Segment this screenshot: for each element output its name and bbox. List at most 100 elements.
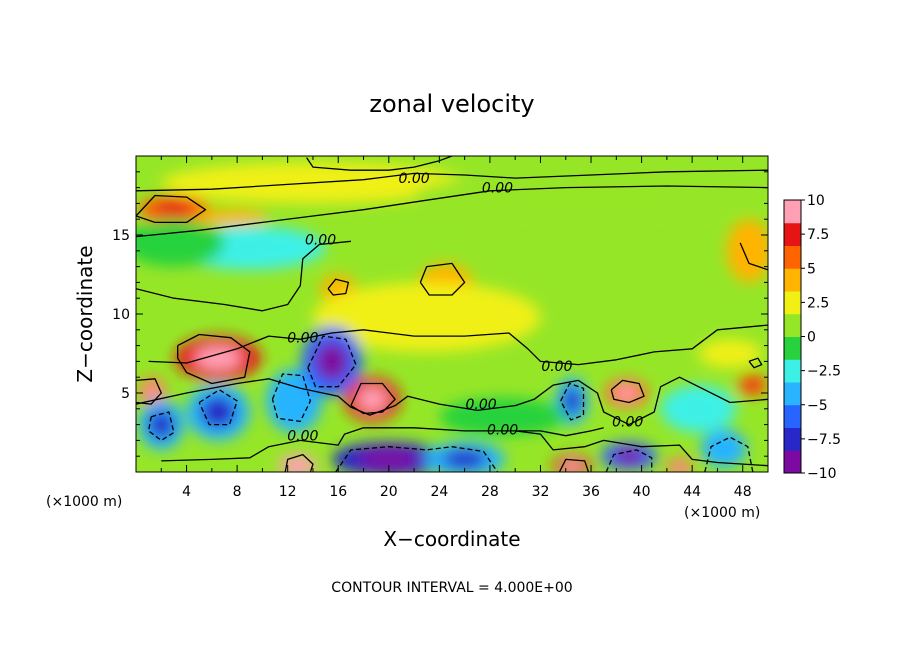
contour-label-2: 0.00 [305, 233, 336, 249]
contour-line-26 [704, 436, 754, 472]
contour-line-8 [177, 333, 251, 385]
contour-line-21 [271, 373, 312, 423]
colorbar-label-5: −2.5 [807, 364, 841, 380]
velocity-field [136, 156, 768, 472]
field-anomaly-core-14 [315, 342, 349, 381]
field-anomaly-core-9 [194, 346, 242, 371]
contour-label-0: 0.00 [398, 171, 429, 187]
contour-line-20 [198, 389, 238, 426]
contour-line-14 [284, 453, 314, 472]
x-tick-label-16: 16 [329, 484, 347, 500]
contour-line-7 [515, 427, 604, 437]
contour-line-15 [558, 458, 590, 472]
field-anomaly-5 [414, 171, 768, 220]
field-anomaly-core-12 [200, 396, 236, 428]
colorbar-label-4: 0 [807, 330, 816, 346]
field-anomaly-core-0 [154, 201, 194, 218]
contour-line-0 [136, 169, 768, 192]
z-tick-label-5: 5 [121, 386, 130, 402]
colorbar-label-2: 5 [807, 261, 816, 277]
contour-interval-text: CONTOUR INTERVAL = 4.000E+00 [331, 580, 572, 596]
z-tick-label-10: 10 [112, 307, 130, 323]
contour-label-8: 0.00 [612, 414, 643, 430]
x-tick-label-44: 44 [683, 484, 701, 500]
contour-line-11 [327, 278, 350, 296]
colorbar: 10 7.5 5 2.5 0 −2.5 −5 −7.5 −10 [783, 193, 841, 482]
x-tick-label-36: 36 [582, 484, 600, 500]
colorbar-label-3: 2.5 [807, 295, 829, 311]
contour-line-19 [147, 411, 175, 442]
field-anomaly-core-20 [563, 387, 582, 414]
contour-label-5: 0.00 [465, 397, 496, 413]
field-anomaly-core-11 [148, 410, 174, 439]
contour-line-23 [560, 382, 585, 421]
contour-label-7: 0.00 [287, 429, 318, 445]
contour-label-4: 0.00 [541, 359, 572, 375]
field-anomaly-core-23 [672, 462, 687, 472]
contour-line-3 [136, 240, 351, 312]
field-anomaly-28 [439, 397, 566, 436]
contour-line-24 [605, 449, 653, 472]
field-anomaly-core-10 [145, 383, 160, 400]
x-tick-label-40: 40 [633, 484, 651, 500]
contour-lines [136, 156, 768, 472]
x-tick-label-20: 20 [380, 484, 398, 500]
x-tick-label-24: 24 [430, 484, 448, 500]
colorbar-band-5 [784, 336, 801, 360]
contour-label-6: 0.00 [487, 422, 518, 438]
colorbar-label-0: 10 [807, 193, 825, 209]
contour-line-5 [136, 376, 768, 426]
field-anomaly-core-17 [357, 449, 421, 469]
contour-line-6 [161, 427, 768, 467]
contour-line-16 [136, 378, 162, 405]
x-tick-label-48: 48 [734, 484, 752, 500]
colorbar-band-9 [784, 245, 801, 269]
contour-line-18 [748, 357, 763, 369]
colorbar-band-0 [784, 450, 801, 474]
colorbar-label-6: −5 [807, 398, 828, 414]
colorbar-label-8: −10 [807, 466, 837, 482]
contour-line-2 [136, 185, 768, 238]
colorbar-band-1 [784, 427, 801, 451]
field-anomaly-1 [192, 209, 269, 226]
field-anomaly-core-21 [614, 385, 639, 401]
contour-label-3: 0.00 [287, 331, 318, 347]
z-axis-label: Z−coordinate [73, 245, 97, 382]
x-tick-label-8: 8 [233, 484, 242, 500]
z-tick-label-15: 15 [112, 228, 130, 244]
contour-line-4 [148, 324, 768, 366]
contour-line-13 [136, 194, 207, 224]
x-tick-label-4: 4 [182, 484, 191, 500]
contour-line-9 [350, 382, 396, 415]
colorbar-label-1: 7.5 [807, 227, 829, 243]
colorbar-band-2 [784, 404, 801, 428]
field-anomaly-core-27 [744, 379, 762, 392]
field-anomaly-13 [266, 369, 322, 433]
field-anomaly-26 [698, 339, 762, 368]
z-axis-ticks: 5 10 15 [112, 171, 768, 457]
field-anomaly-core-18 [442, 449, 487, 469]
field-anomaly-core-22 [613, 448, 645, 465]
colorbar-band-10 [784, 222, 801, 246]
x-axis-label: X−coordinate [383, 527, 520, 551]
field-anomaly-core-16 [287, 459, 309, 472]
x-tick-label-12: 12 [279, 484, 297, 500]
field-anomaly-core-19 [561, 459, 583, 472]
contour-line-10 [419, 262, 466, 296]
chart-title: zonal velocity [369, 90, 534, 118]
colorbar-band-3 [784, 382, 801, 406]
x-unit-left: (×1000 m) [46, 494, 122, 510]
x-tick-label-28: 28 [481, 484, 499, 500]
colorbar-band-4 [784, 359, 801, 383]
colorbar-band-11 [784, 200, 801, 224]
field-anomaly-29 [660, 385, 737, 433]
contour-label-1: 0.00 [482, 181, 513, 197]
colorbar-band-6 [784, 313, 801, 337]
x-axis-ticks: 4 8 12 16 20 24 28 32 36 40 44 48 [160, 156, 752, 500]
field-anomaly-core-15 [357, 387, 388, 412]
contour-line-17 [739, 242, 768, 271]
field-anomaly-24 [701, 429, 747, 468]
contour-line-22 [307, 335, 357, 388]
x-unit-right: (×1000 m) [684, 505, 760, 521]
x-tick-label-32: 32 [532, 484, 550, 500]
